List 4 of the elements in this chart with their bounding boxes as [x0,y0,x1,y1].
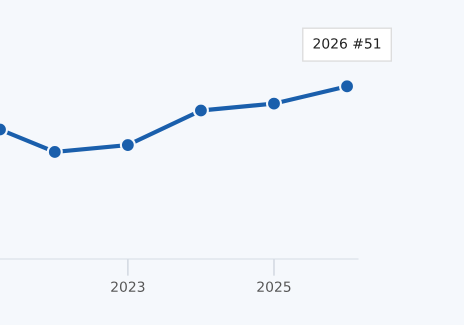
x-tick-label: 2023 [111,281,144,292]
annotation: 2026 #51 [314,38,380,49]
point [192,102,209,118]
x-tick-label: 2025 [257,281,290,292]
